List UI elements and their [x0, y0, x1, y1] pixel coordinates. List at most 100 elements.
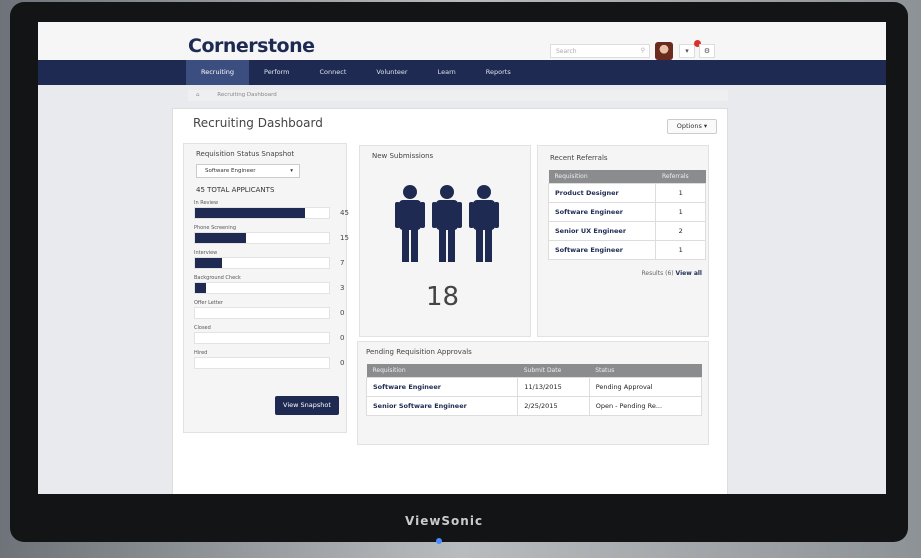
status-value: 3 — [340, 284, 345, 292]
status-row: Closed 0 — [194, 325, 364, 344]
dashboard-card: Recruiting Dashboard Options ▾ Requisiti… — [172, 108, 728, 494]
total-applicants: 45 TOTAL APPLICANTS — [196, 186, 275, 194]
logo[interactable]: Cornerstone — [188, 35, 315, 57]
status-row: Interview 7 — [194, 250, 364, 269]
nav-reports[interactable]: Reports — [485, 68, 511, 76]
referrals-table: Requisition Referrals Product Designer 1 So… — [547, 170, 706, 260]
power-led — [436, 538, 442, 544]
col-requisition: Requisition — [548, 170, 656, 184]
approvals-table: Requisition Submit Date Status Software En… — [365, 364, 703, 416]
requisition-link[interactable]: Senior Software Engineer — [365, 396, 519, 416]
screen: Cornerstone Search ⚲ ▾ ⚙ Recruiting Perfo… — [38, 22, 886, 494]
status-bar-fill — [195, 208, 305, 218]
status-label: Background Check — [194, 275, 241, 281]
requisition-link[interactable]: Software Engineer — [547, 202, 657, 222]
view-snapshot-button[interactable]: View Snapshot — [275, 396, 339, 415]
status-value: 15 — [340, 234, 349, 242]
status-bar — [194, 332, 330, 344]
nav-learn[interactable]: Learn — [437, 68, 456, 76]
col-referrals: Referrals — [655, 170, 706, 184]
table-row[interactable]: Software Engineer 1 — [547, 240, 706, 260]
breadcrumb-current: Recruiting Dashboard — [217, 92, 277, 98]
results-label: Results (6) — [641, 270, 674, 277]
home-icon[interactable]: ⌂ — [196, 92, 200, 98]
status-label: In Review — [194, 200, 219, 206]
status-row: Offer Letter 0 — [194, 300, 364, 319]
gear-icon[interactable]: ⚙ — [699, 44, 715, 58]
notification-badge — [694, 40, 701, 47]
requisition-link[interactable]: Software Engineer — [547, 240, 657, 260]
table-row[interactable]: Software Engineer 11/13/2015 Pending Appro… — [365, 377, 703, 397]
status-value: 7 — [340, 259, 345, 267]
people-icon — [395, 185, 499, 262]
requisition-select[interactable]: Software Engineer ▾ — [196, 164, 300, 178]
status-bar — [194, 207, 330, 219]
status-bar — [194, 357, 330, 369]
submissions-count: 18 — [426, 282, 460, 312]
referral-count: 2 — [655, 221, 706, 241]
snapshot-panel: Requisition Status Snapshot Software Eng… — [183, 143, 349, 433]
search-icon[interactable]: ⚲ — [640, 47, 645, 54]
submit-date: 11/13/2015 — [517, 377, 590, 397]
requisition-link[interactable]: Software Engineer — [365, 377, 519, 397]
status-value: 0 — [340, 359, 345, 367]
referrals-title: Recent Referrals — [550, 154, 608, 162]
referrals-panel: Recent Referrals Requisition Referrals Pr… — [537, 145, 709, 337]
referral-count: 1 — [655, 240, 706, 260]
status-value: 0 — [340, 309, 345, 317]
status-value: 0 — [340, 334, 345, 342]
status-row: Hired 0 — [194, 350, 364, 369]
status-bar-fill — [195, 258, 222, 268]
search-input[interactable]: Search ⚲ — [550, 44, 650, 58]
status-row: Background Check 3 — [194, 275, 364, 294]
status-label: Hired — [194, 350, 208, 356]
submissions-title: New Submissions — [372, 152, 434, 160]
col-submit-date: Submit Date — [517, 364, 590, 378]
referral-count: 1 — [655, 183, 706, 203]
requisition-link[interactable]: Senior UX Engineer — [547, 221, 657, 241]
nav-connect[interactable]: Connect — [319, 68, 347, 76]
status-label: Phone Screening — [194, 225, 236, 231]
requisition-link[interactable]: Product Designer — [547, 183, 657, 203]
status-bar — [194, 307, 330, 319]
table-row[interactable]: Software Engineer 1 — [547, 202, 706, 222]
snapshot-title: Requisition Status Snapshot — [196, 150, 295, 158]
table-row[interactable]: Senior UX Engineer 2 — [547, 221, 706, 241]
select-value: Software Engineer — [205, 168, 256, 174]
status-label: Closed — [194, 325, 211, 331]
search-placeholder: Search — [556, 48, 577, 55]
status: Open - Pending Re... — [588, 396, 703, 416]
status-row: Phone Screening 15 — [194, 225, 364, 244]
view-all-link[interactable]: View all — [675, 270, 702, 277]
nav-recruiting[interactable]: Recruiting — [186, 60, 249, 85]
referral-count: 1 — [655, 202, 706, 222]
header: Cornerstone Search ⚲ ▾ ⚙ — [38, 22, 886, 60]
submit-date: 2/25/2015 — [517, 396, 590, 416]
chevron-down-icon: ▾ — [290, 168, 293, 174]
approvals-title: Pending Requisition Approvals — [366, 348, 472, 356]
status-bar-fill — [195, 283, 206, 293]
status-bar — [194, 232, 330, 244]
nav-volunteer[interactable]: Volunteer — [376, 68, 408, 76]
approvals-panel: Pending Requisition Approvals Requisitio… — [357, 341, 709, 445]
status-bar-fill — [195, 233, 246, 243]
table-row[interactable]: Product Designer 1 — [547, 183, 706, 203]
status: Pending Approval — [588, 377, 703, 397]
status-bar — [194, 282, 330, 294]
monitor-brand: ViewSonic — [405, 514, 484, 528]
nav-perform[interactable]: Perform — [264, 68, 290, 76]
status-label: Offer Letter — [194, 300, 223, 306]
col-status: Status — [589, 364, 702, 378]
status-value: 45 — [340, 209, 349, 217]
submissions-panel: New Submissions 18 — [359, 145, 531, 337]
col-requisition: Requisition — [366, 364, 518, 378]
main-nav: Recruiting Perform Connect Volunteer Lea… — [38, 60, 886, 85]
status-bar — [194, 257, 330, 269]
status-label: Interview — [194, 250, 218, 256]
avatar[interactable] — [655, 42, 673, 60]
breadcrumb: ⌂ Recruiting Dashboard — [188, 90, 728, 101]
table-row[interactable]: Senior Software Engineer 2/25/2015 Open - … — [365, 396, 703, 416]
results-count: Results (6) View all — [642, 270, 702, 277]
notifications-icon[interactable]: ▾ — [679, 44, 695, 58]
options-button[interactable]: Options ▾ — [667, 119, 717, 134]
